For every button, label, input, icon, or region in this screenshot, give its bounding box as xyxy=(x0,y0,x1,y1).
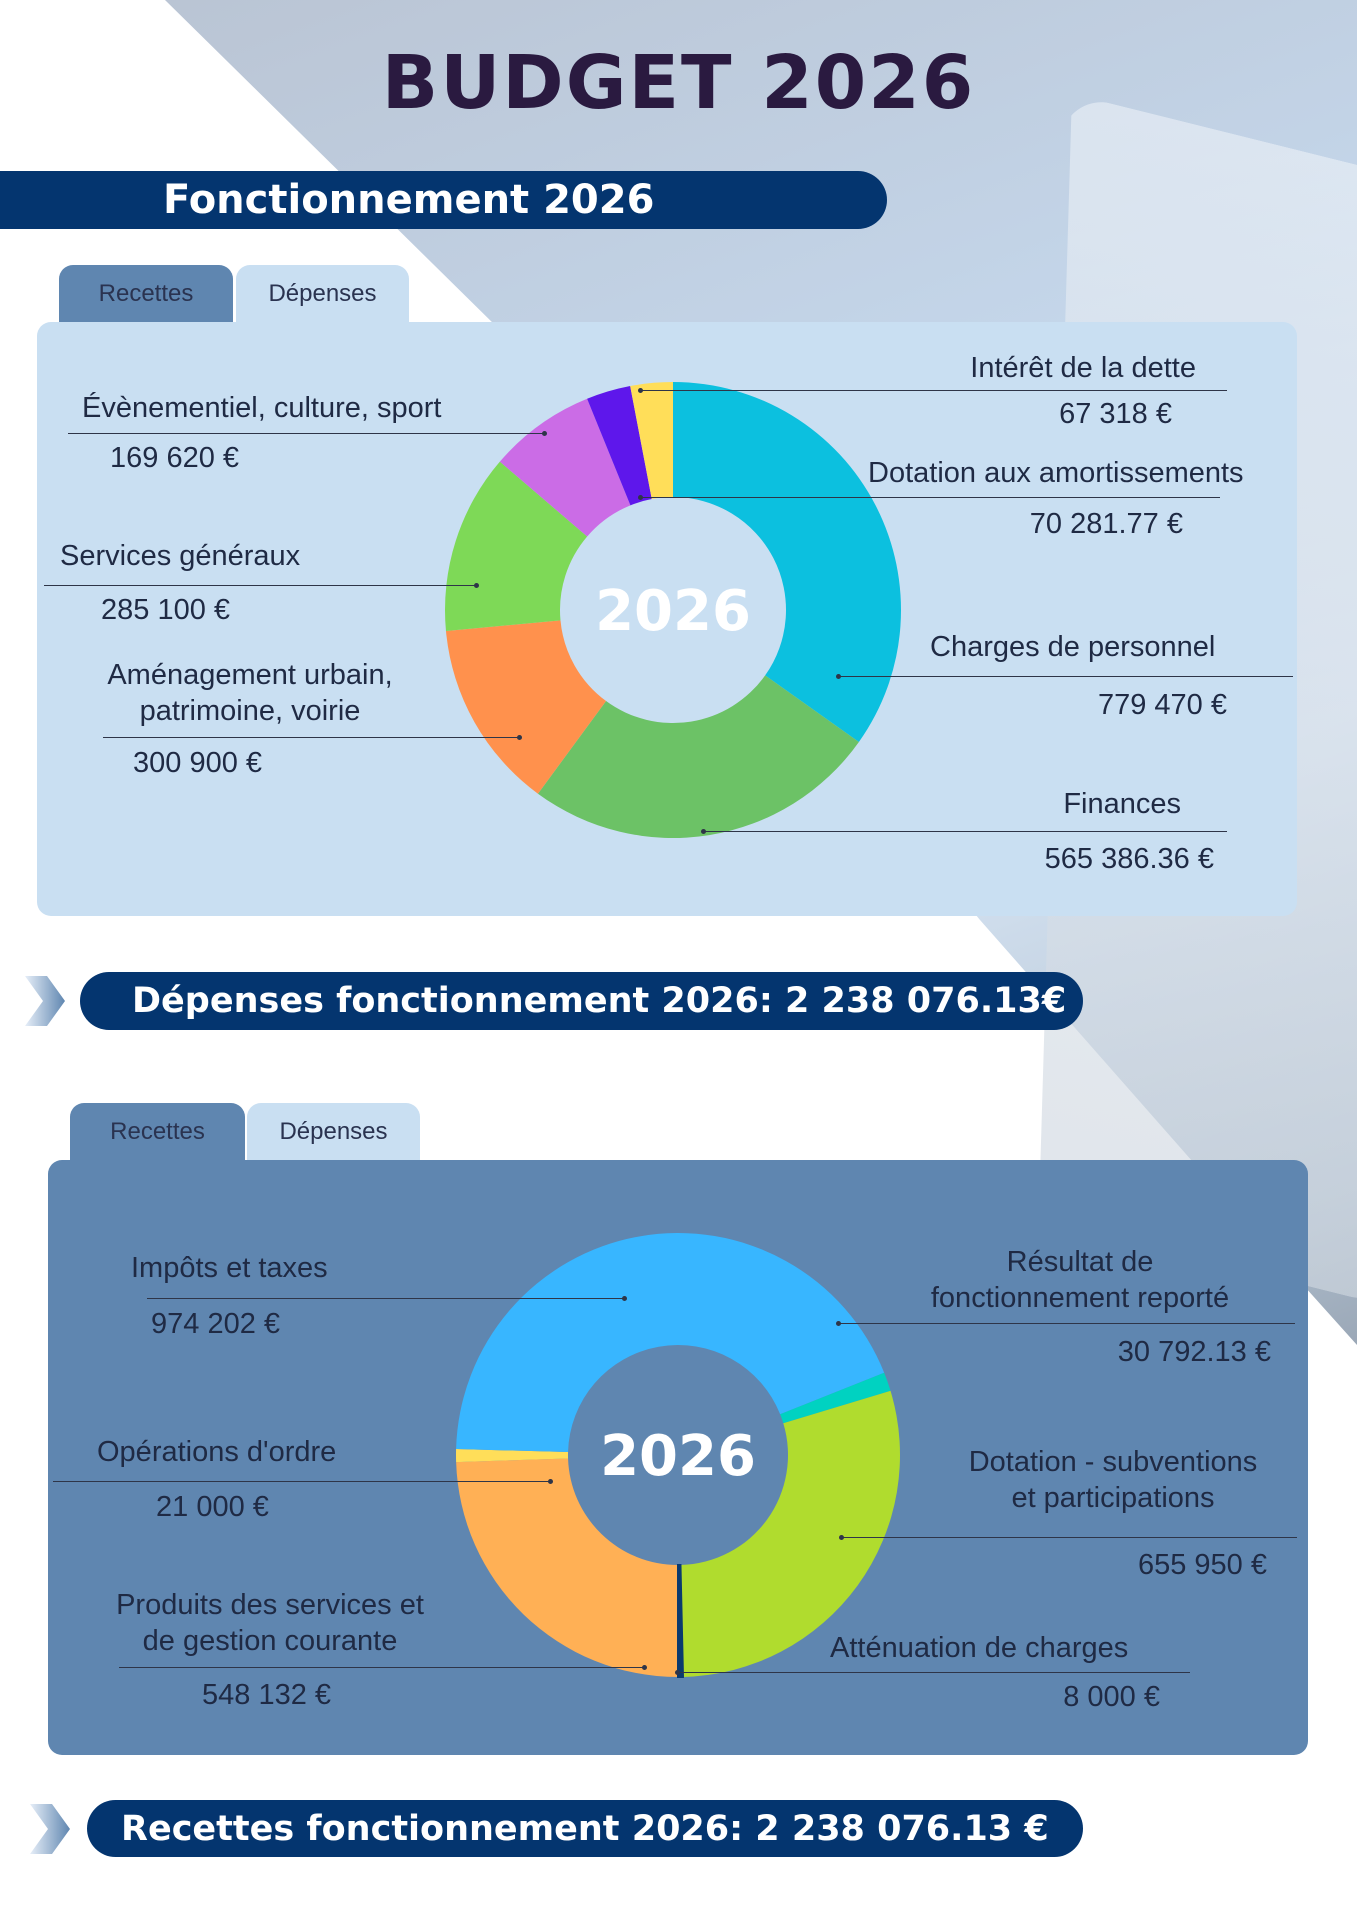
label-charges-personnel: Charges de personnel xyxy=(930,631,1216,663)
value-interet-dette: 67 318 € xyxy=(1059,398,1172,430)
tab-depenses[interactable]: Dépenses xyxy=(236,265,409,323)
tab-label: Recettes xyxy=(110,1118,205,1145)
label-amenagement: Aménagement urbain, patrimoine, voirie xyxy=(60,657,440,729)
label-services-generaux: Services généraux xyxy=(60,540,301,572)
label-line: Produits des services et xyxy=(116,1589,424,1621)
leader-line xyxy=(53,1479,553,1484)
value-services-generaux: 285 100 € xyxy=(101,594,231,626)
value-resultat-reporte: 30 792.13 € xyxy=(1117,1336,1271,1368)
tab-label: Recettes xyxy=(98,280,194,307)
label-line: de gestion courante xyxy=(142,1625,398,1657)
label-impots-taxes: Impôts et taxes xyxy=(131,1252,328,1284)
chevron-right-icon xyxy=(25,976,65,1026)
leader-line xyxy=(839,1535,1297,1540)
recettes-total: Recettes fonctionnement 2026: 2 238 076.… xyxy=(121,1808,1049,1849)
label-finances: Finances xyxy=(1063,788,1181,820)
donut-slice-0 xyxy=(673,382,901,743)
label-line: fonctionnement reporté xyxy=(930,1282,1230,1314)
label-line: Résultat de xyxy=(1006,1246,1154,1278)
donut-center-label: 2026 xyxy=(595,579,751,644)
leader-line xyxy=(836,674,1293,679)
donut-slice-5 xyxy=(587,386,652,506)
depenses-total: Dépenses fonctionnement 2026: 2 238 076.… xyxy=(132,981,1067,1021)
value-amenagement: 300 900 € xyxy=(133,747,263,779)
leader-line xyxy=(68,431,547,436)
leader-line xyxy=(44,583,479,588)
donut-slice-3 xyxy=(780,1372,891,1424)
depenses-donut-chart: 2026 xyxy=(445,382,901,838)
donut-center-label: 2026 xyxy=(600,1424,756,1489)
donut-slice-0 xyxy=(456,1458,678,1677)
section-banner: Fonctionnement 2026 xyxy=(0,171,887,229)
label-dotation-amortissements: Dotation aux amortissements xyxy=(868,457,1244,489)
label-dotation-subventions: Dotation - subventions et participations xyxy=(913,1444,1313,1516)
label-line: et participations xyxy=(1011,1482,1215,1514)
label-operations-ordre: Opérations d'ordre xyxy=(97,1436,337,1468)
recettes-donut-chart: 2026 xyxy=(456,1233,900,1679)
page-title: BUDGET 2026 xyxy=(381,40,976,126)
value-dotation-amortissements: 70 281.77 € xyxy=(1029,508,1183,540)
donut-slice-1 xyxy=(456,1449,569,1463)
tab-label: Dépenses xyxy=(279,1118,388,1145)
label-line: patrimoine, voirie xyxy=(139,695,361,727)
leader-line xyxy=(638,388,1227,393)
leader-line xyxy=(638,495,1220,500)
label-produits-services: Produits des services et de gestion coura… xyxy=(70,1587,470,1659)
leader-line xyxy=(836,1321,1295,1326)
value-impots-taxes: 974 202 € xyxy=(151,1308,281,1340)
tab-recettes[interactable]: Recettes xyxy=(70,1103,245,1161)
leader-line xyxy=(675,1670,1190,1675)
leader-line xyxy=(147,1296,627,1301)
donut-slice-4 xyxy=(680,1390,900,1677)
chevron-right-icon xyxy=(30,1804,70,1854)
tab-depenses[interactable]: Dépenses xyxy=(247,1103,420,1161)
value-evenementiel: 169 620 € xyxy=(110,442,240,474)
donut-slice-2 xyxy=(456,1233,885,1453)
value-dotation-subventions: 655 950 € xyxy=(1137,1549,1267,1581)
label-interet-dette: Intérêt de la dette xyxy=(970,352,1196,384)
depenses-total-banner: Dépenses fonctionnement 2026: 2 238 076.… xyxy=(80,972,1083,1030)
label-line: Dotation - subventions xyxy=(968,1446,1258,1478)
section-title: Fonctionnement 2026 xyxy=(163,177,655,223)
label-resultat-reporte: Résultat de fonctionnement reporté xyxy=(880,1244,1280,1316)
donut-slice-6 xyxy=(630,382,673,500)
value-operations-ordre: 21 000 € xyxy=(156,1491,269,1523)
tab-recettes[interactable]: Recettes xyxy=(59,265,233,323)
leader-line xyxy=(119,1665,647,1670)
recettes-total-banner: Recettes fonctionnement 2026: 2 238 076.… xyxy=(87,1800,1083,1857)
donut-slice-1 xyxy=(537,675,859,838)
tab-label: Dépenses xyxy=(268,280,377,307)
label-attenuation-charges: Atténuation de charges xyxy=(830,1632,1129,1664)
donut-slice-5 xyxy=(677,1563,685,1679)
donut-slice-3 xyxy=(445,461,588,631)
value-finances: 565 386.36 € xyxy=(1044,843,1214,875)
label-line: Aménagement urbain, xyxy=(107,659,393,691)
leader-line xyxy=(701,829,1227,834)
label-evenementiel: Évènementiel, culture, sport xyxy=(82,392,442,424)
value-attenuation-charges: 8 000 € xyxy=(1063,1681,1160,1713)
donut-slice-2 xyxy=(445,620,607,794)
leader-line xyxy=(103,735,522,740)
value-produits-services: 548 132 € xyxy=(202,1679,332,1711)
value-charges-personnel: 779 470 € xyxy=(1097,689,1227,721)
